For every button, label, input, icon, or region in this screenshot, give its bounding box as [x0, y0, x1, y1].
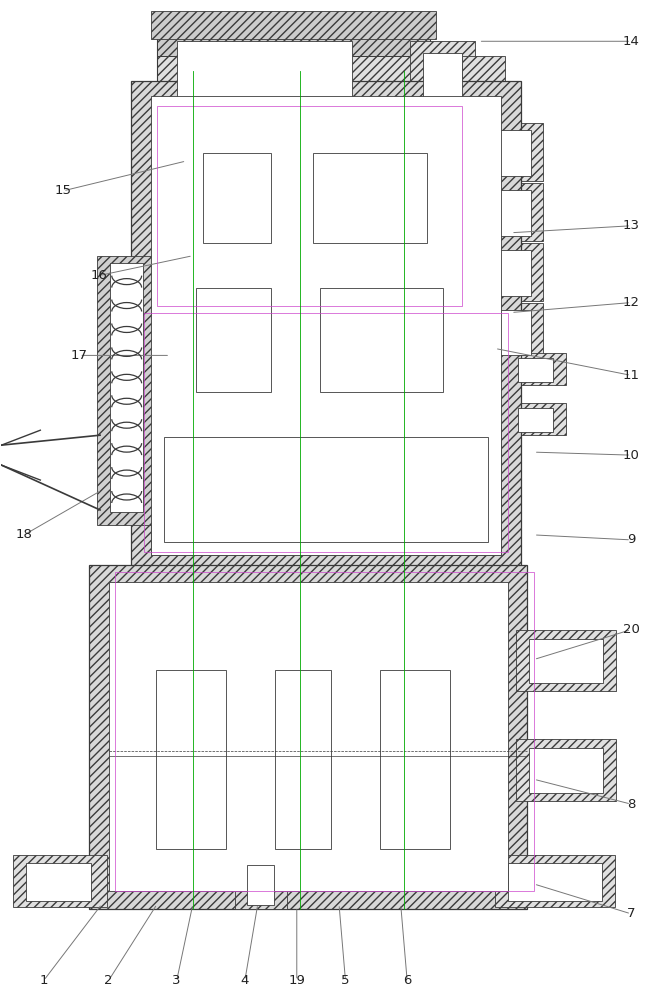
Text: 10: 10 — [623, 449, 640, 462]
Bar — [482, 250, 531, 296]
Bar — [131, 81, 521, 580]
Bar — [469, 183, 544, 241]
Bar — [157, 18, 430, 56]
Bar — [482, 130, 531, 176]
Bar — [529, 748, 603, 793]
Bar — [505, 403, 566, 435]
Bar — [300, 141, 439, 256]
Text: 7: 7 — [627, 907, 636, 920]
Bar — [190, 141, 284, 256]
Bar — [495, 855, 615, 907]
Bar — [151, 11, 436, 39]
Bar — [423, 53, 462, 111]
Bar — [469, 123, 544, 181]
Bar — [157, 26, 430, 126]
Text: 6: 6 — [403, 974, 411, 987]
Bar — [529, 639, 603, 683]
Text: 19: 19 — [288, 974, 305, 987]
Bar — [319, 288, 443, 392]
Bar — [410, 41, 475, 121]
Text: 5: 5 — [341, 974, 349, 987]
Bar — [156, 670, 226, 849]
Bar — [203, 153, 271, 243]
Text: 12: 12 — [623, 296, 640, 309]
Bar — [326, 465, 378, 510]
Bar — [144, 655, 239, 864]
Text: 1: 1 — [39, 974, 48, 987]
Bar — [13, 855, 107, 907]
Bar — [89, 565, 527, 909]
Bar — [108, 582, 508, 891]
Bar — [115, 572, 534, 891]
Bar — [183, 276, 284, 405]
Text: 18: 18 — [16, 528, 33, 541]
Bar — [516, 739, 616, 801]
Bar — [466, 103, 488, 133]
Bar — [462, 56, 505, 101]
Bar — [368, 655, 462, 864]
Bar — [275, 670, 331, 849]
Text: 8: 8 — [627, 798, 635, 811]
Bar — [518, 408, 554, 432]
Bar — [151, 425, 501, 555]
Bar — [26, 863, 91, 901]
Bar — [449, 98, 505, 136]
Text: 16: 16 — [91, 269, 107, 282]
Text: 11: 11 — [623, 369, 640, 382]
Bar — [151, 96, 501, 555]
Text: 15: 15 — [55, 184, 72, 197]
Bar — [516, 630, 616, 691]
Bar — [235, 859, 287, 909]
Text: 3: 3 — [172, 974, 181, 987]
Bar — [280, 131, 323, 306]
Text: 13: 13 — [623, 219, 640, 232]
Bar — [469, 243, 544, 301]
Bar — [248, 410, 287, 470]
Bar — [482, 190, 531, 236]
Text: 20: 20 — [623, 623, 640, 636]
Text: 2: 2 — [104, 974, 113, 987]
Bar — [313, 153, 426, 243]
Bar — [306, 276, 456, 405]
Bar — [508, 863, 602, 901]
Bar — [196, 288, 271, 392]
Bar — [469, 303, 544, 360]
Bar — [505, 353, 566, 385]
Text: 14: 14 — [623, 35, 640, 48]
Bar — [110, 263, 143, 512]
Bar — [247, 865, 274, 905]
Bar — [157, 106, 462, 306]
Text: 4: 4 — [241, 974, 249, 987]
Bar — [177, 41, 352, 113]
Text: 9: 9 — [627, 533, 635, 546]
Bar — [196, 470, 242, 510]
Bar — [518, 358, 554, 382]
Bar — [482, 310, 531, 355]
Bar — [164, 437, 488, 542]
Bar — [380, 670, 450, 849]
Bar — [264, 655, 342, 864]
Text: 17: 17 — [71, 349, 88, 362]
Bar — [97, 256, 157, 525]
Bar — [144, 313, 508, 552]
